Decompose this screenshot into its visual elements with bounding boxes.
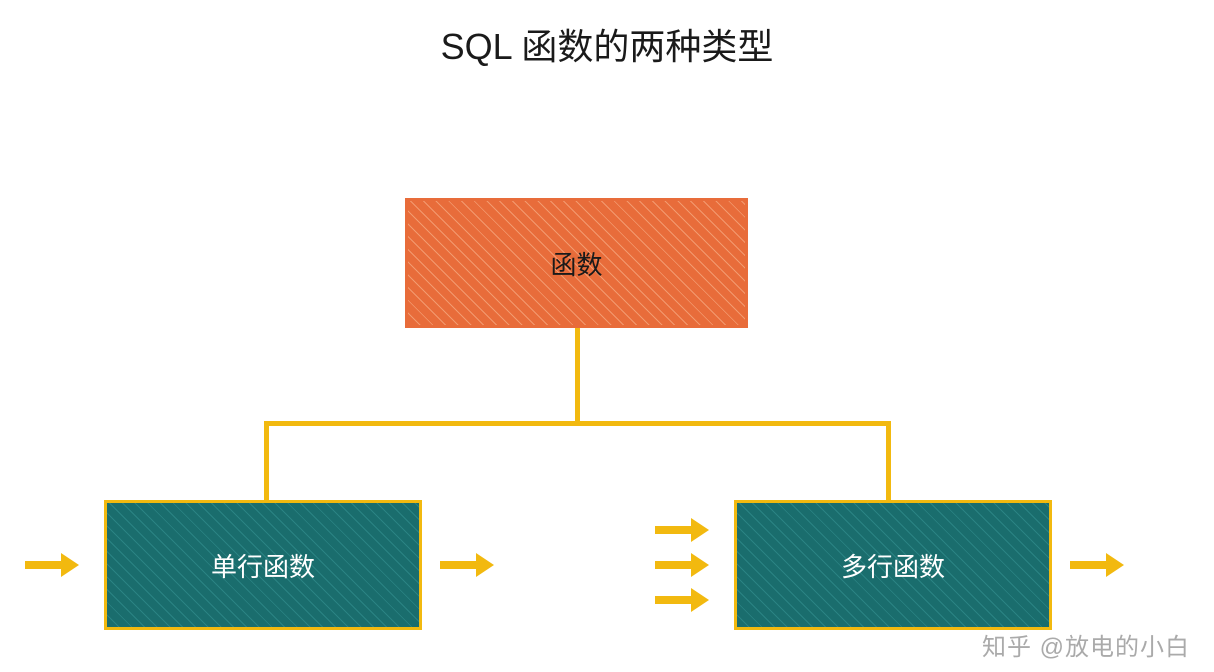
connector-trunk [575, 328, 580, 426]
connector-drop-left [264, 421, 269, 500]
node-left: 单行函数 [104, 500, 422, 630]
arrow-right-input-1 [655, 518, 709, 542]
node-root: 函数 [405, 198, 748, 328]
arrow-right-input-2 [655, 553, 709, 577]
arrow-left-input [25, 553, 79, 577]
connector-drop-right [886, 421, 891, 500]
node-right-label: 多行函数 [841, 547, 945, 584]
arrow-right-input-3 [655, 588, 709, 612]
arrow-left-output [440, 553, 494, 577]
connector-hbar [264, 421, 891, 426]
node-right: 多行函数 [734, 500, 1052, 630]
node-root-label: 函数 [550, 245, 602, 282]
watermark: 知乎 @放电的小白 [982, 627, 1190, 662]
page-title: SQL 函数的两种类型 [0, 18, 1214, 70]
arrow-right-output [1070, 553, 1124, 577]
node-left-label: 单行函数 [211, 547, 315, 584]
